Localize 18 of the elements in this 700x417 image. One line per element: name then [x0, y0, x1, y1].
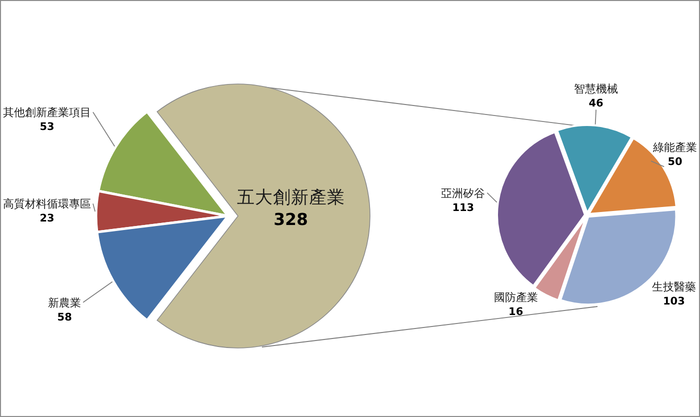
slice-label: 五大創新產業 — [236, 187, 345, 208]
data-label: 50 — [668, 156, 682, 168]
slice-label: 其他創新產業項目 — [3, 106, 91, 120]
slice-label: 綠能產業 — [652, 140, 697, 154]
slice-label: 亞洲矽谷 — [441, 186, 486, 200]
data-label: 46 — [588, 98, 604, 110]
data-label: 23 — [40, 212, 54, 225]
data-label: 53 — [40, 121, 54, 134]
slice-label: 智慧機械 — [574, 82, 618, 96]
slice-label: 新農業 — [48, 296, 82, 310]
slice-label: 生技醫藥 — [652, 280, 696, 294]
data-label: 103 — [663, 296, 685, 308]
data-label: 328 — [274, 210, 308, 229]
data-label: 16 — [508, 306, 524, 318]
data-label: 113 — [452, 202, 474, 214]
slice-label: 國防產業 — [494, 290, 538, 304]
data-label: 58 — [57, 311, 72, 324]
slice-label: 高質材料循環專區 — [3, 198, 91, 211]
